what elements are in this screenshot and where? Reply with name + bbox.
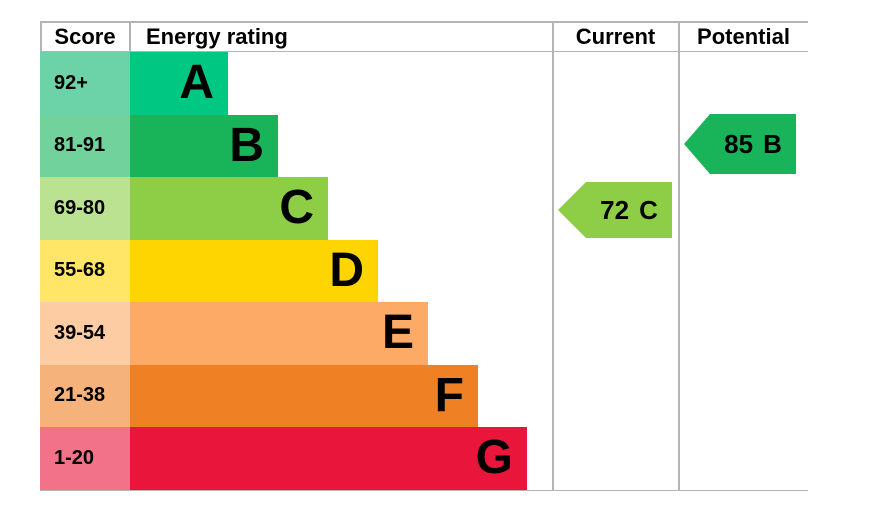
band-row-a: 92+ A	[40, 52, 808, 115]
table-top-border	[40, 21, 808, 23]
score-range-cell: 92+	[40, 52, 130, 115]
left-pointer-icon	[684, 114, 796, 174]
potential-score: 85	[724, 128, 754, 159]
score-range-cell: 21-38	[40, 364, 130, 427]
current-rating-label: 72 C	[586, 182, 672, 238]
band-row-d: 55-68 D	[40, 239, 808, 302]
band-bar-f: F	[130, 364, 478, 427]
band-bar-b: B	[130, 114, 278, 177]
band-letter: B	[229, 118, 264, 172]
band-bar-a: A	[130, 52, 228, 115]
potential-rating-label: 85 B	[710, 114, 796, 174]
score-range-cell: 55-68	[40, 239, 130, 302]
potential-header: Potential	[697, 24, 790, 49]
band-row-e: 39-54 E	[40, 302, 808, 365]
band-bar-g: G	[130, 427, 527, 490]
current-band: C	[639, 194, 658, 225]
energy-rating-header: Energy rating	[146, 24, 288, 49]
band-rows: 92+ A 81-91 B 69-80 C 55-68 D 39-54 E 21…	[40, 52, 808, 490]
current-column-divider	[552, 21, 554, 491]
score-range-cell: 1-20	[40, 427, 130, 490]
header-left-border	[40, 21, 42, 52]
band-bar-c: C	[130, 177, 328, 240]
current-rating-arrow: 72 C	[558, 182, 672, 238]
band-row-g: 1-20 G	[40, 427, 808, 490]
header-bottom-border	[40, 50, 808, 52]
band-letter: F	[434, 368, 464, 422]
band-letter: C	[279, 181, 314, 235]
band-letter: A	[179, 56, 214, 110]
potential-rating-arrow: 85 B	[684, 114, 796, 174]
band-letter: E	[381, 306, 414, 360]
band-letter: D	[329, 243, 364, 297]
score-column-divider	[129, 21, 131, 52]
score-range-cell: 81-91	[40, 114, 130, 177]
current-header: Current	[575, 24, 656, 49]
potential-column-divider	[678, 21, 680, 491]
current-score: 72	[600, 194, 630, 225]
band-row-b: 81-91 B	[40, 114, 808, 177]
score-header: Score	[54, 24, 116, 49]
potential-band: B	[763, 128, 782, 159]
score-range-cell: 39-54	[40, 302, 130, 365]
score-range-cell: 69-80	[40, 177, 130, 240]
table-bottom-border	[40, 489, 808, 491]
band-bar-d: D	[130, 239, 378, 302]
band-letter: G	[475, 431, 513, 485]
left-pointer-icon	[558, 182, 672, 238]
band-row-c: 69-80 C	[40, 177, 808, 240]
band-bar-e: E	[130, 302, 428, 365]
band-row-f: 21-38 F	[40, 364, 808, 427]
